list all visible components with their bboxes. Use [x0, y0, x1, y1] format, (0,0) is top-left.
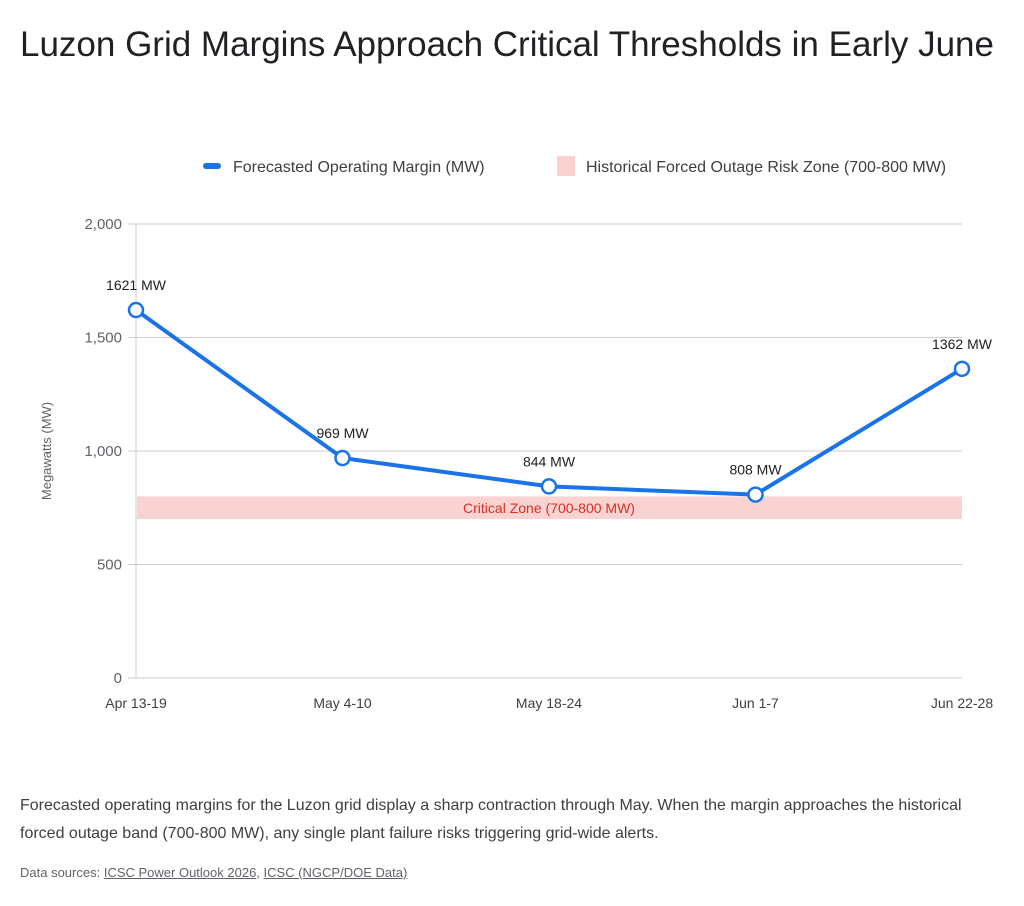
- chart-description: Forecasted operating margins for the Luz…: [20, 797, 962, 842]
- x-tick-label: Apr 13-19: [105, 695, 167, 711]
- data-point: [953, 360, 971, 378]
- legend: Forecasted Operating Margin (MW) Histori…: [203, 156, 946, 176]
- y-tick-label: 2,000: [84, 216, 122, 233]
- y-tick-label: 500: [97, 557, 122, 574]
- y-tick-label: 0: [114, 670, 122, 687]
- legend-swatch-band: [557, 156, 575, 176]
- source-link-power-outlook[interactable]: ICSC Power Outlook 2026: [103, 865, 257, 880]
- data-label: 1362 MW: [932, 336, 993, 352]
- x-tick-label: Jun 22-28: [931, 695, 993, 711]
- legend-swatch-line: [203, 163, 221, 169]
- data-point: [747, 486, 764, 503]
- data-label: 808 MW: [729, 462, 782, 478]
- x-tick-label: May 18-24: [516, 695, 582, 711]
- data-point: [334, 449, 351, 467]
- data-label: 969 MW: [316, 425, 369, 441]
- data-label: 1621 MW: [106, 277, 167, 293]
- y-tick-label: 1,000: [84, 443, 122, 460]
- y-tick-label: 1,500: [84, 330, 122, 347]
- y-axis-label: Megawatts (MW): [39, 402, 54, 500]
- source-link-ngcp-doe[interactable]: ICSC (NGCP/DOE Data): [263, 865, 408, 880]
- critical-zone-label: Critical Zone (700-800 MW): [463, 500, 635, 516]
- sources-label: Data sources:: [20, 865, 101, 880]
- data-sources: Data sources: ICSC Power Outlook 2026, I…: [20, 865, 408, 880]
- legend-label-series: Forecasted Operating Margin (MW): [233, 159, 485, 176]
- x-tick-label: Jun 1-7: [732, 695, 779, 711]
- x-tick-label: May 4-10: [313, 695, 372, 711]
- data-label: 844 MW: [523, 453, 576, 469]
- data-point: [540, 478, 558, 495]
- chart-title: Luzon Grid Margins Approach Critical Thr…: [20, 25, 994, 64]
- data-point: [127, 301, 145, 319]
- legend-label-band: Historical Forced Outage Risk Zone (700-…: [586, 159, 946, 176]
